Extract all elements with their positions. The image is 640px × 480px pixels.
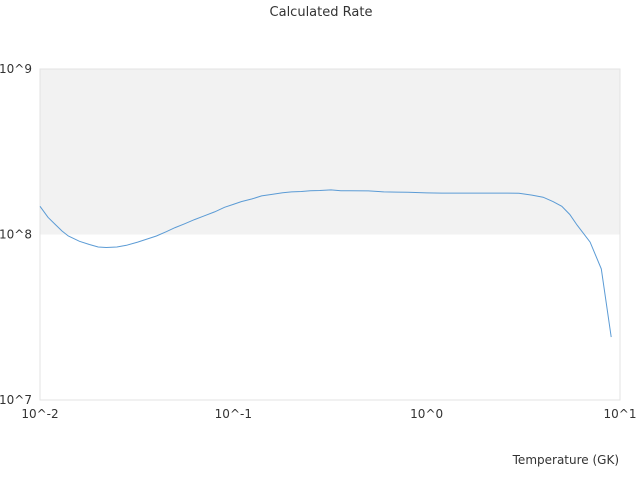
shaded-band [40,69,620,235]
y-tick-label: 10^8 [0,228,32,242]
plot-frame [39,68,621,401]
chart-title: Calculated Rate [270,5,373,20]
x-axis-ticks: 10^-2 10^-1 10^0 10^1 [21,407,636,421]
y-tick-label: 10^9 [0,62,32,76]
x-tick-label: 10^-2 [21,407,58,421]
x-tick-label: 10^0 [410,407,443,421]
series-line [39,189,612,338]
x-tick-label: 10^1 [604,407,637,421]
y-tick-label: 10^7 [0,393,32,407]
x-tick-label: 10^-1 [215,407,252,421]
x-axis-label: Temperature (GK) [512,453,619,467]
y-axis-ticks: 10^7 10^8 10^9 [0,62,32,407]
